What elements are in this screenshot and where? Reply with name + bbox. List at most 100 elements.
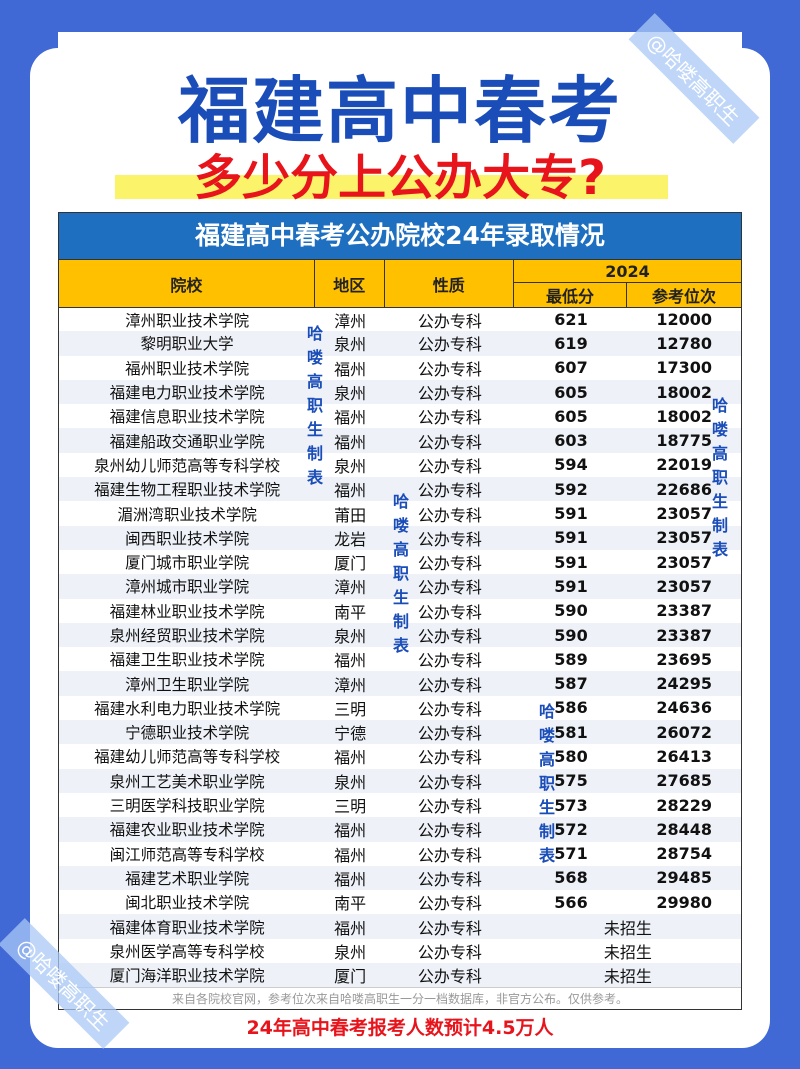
cell-not-enrolled: 未招生	[603, 942, 652, 962]
cell-region: 福州	[334, 408, 367, 428]
cell-rank: 24295	[656, 674, 713, 694]
cell-region: 龙岩	[334, 529, 367, 549]
cell-school: 漳州卫生职业学院	[125, 675, 250, 694]
cell-school: 福建船政交通职业学院	[109, 432, 265, 451]
cell-type: 公办专科	[417, 432, 482, 452]
cell-type: 公办专科	[417, 845, 482, 865]
table-row: 闽北职业技术学院 南平 公办专科 566 29980	[59, 890, 741, 914]
col-school: 院校	[59, 260, 315, 307]
cell-type: 公办专科	[417, 384, 482, 404]
cell-min-score: 591	[554, 504, 588, 524]
cell-rank: 12000	[656, 310, 713, 330]
cell-rank: 26072	[656, 722, 713, 742]
cell-rank: 18002	[656, 406, 713, 426]
cell-rank: 23695	[656, 649, 713, 669]
table-row: 福建生物工程职业技术学院 福州 公办专科 592 22686	[59, 477, 741, 502]
table-row: 泉州医学高等专科学校 泉州 公办专科 未招生	[59, 939, 741, 963]
cell-school: 闽西职业技术学院	[125, 529, 250, 548]
cell-school: 福建艺术职业学院	[125, 869, 250, 888]
table-row: 闽江师范高等专科学校 福州 公办专科 571 28754	[59, 842, 741, 866]
cell-school: 福建卫生职业技术学院	[109, 651, 265, 670]
col-year-group: 2024 最低分 参考位次	[514, 260, 742, 307]
cell-type: 公办专科	[417, 869, 482, 889]
table-row: 三明医学科技职业学院 三明 公办专科 573 28229	[59, 793, 741, 817]
table-row: 福建信息职业技术学院 福州 公办专科 605 18002	[59, 404, 741, 428]
table-row: 漳州职业技术学院 漳州 公办专科 621 12000	[59, 307, 741, 331]
cell-type: 公办专科	[417, 602, 482, 622]
cell-type: 公办专科	[417, 529, 482, 549]
cell-school: 泉州幼儿师范高等专科学校	[94, 456, 281, 475]
cell-type: 公办专科	[417, 748, 482, 768]
subtitle-highlight	[115, 175, 668, 199]
cell-min-score: 571	[554, 844, 588, 864]
cell-not-enrolled: 未招生	[603, 918, 652, 938]
cell-min-score: 587	[554, 674, 588, 694]
cell-min-score: 619	[554, 333, 588, 353]
cell-rank: 27685	[656, 771, 713, 791]
cell-min-score: 603	[554, 431, 588, 451]
cell-min-score: 605	[554, 406, 588, 426]
cell-school: 福建幼儿师范高等专科学校	[94, 748, 281, 767]
table-row: 福建水利电力职业技术学院 三明 公办专科 586 24636	[59, 696, 741, 720]
table-row: 厦门海洋职业技术学院 厦门 公办专科 未招生	[59, 963, 741, 988]
cell-rank: 17300	[656, 358, 713, 378]
col-region: 地区	[315, 260, 385, 307]
cell-type: 公办专科	[417, 918, 482, 938]
cell-type: 公办专科	[417, 967, 482, 987]
watermark-2: 哈喽高职生制表	[392, 492, 409, 655]
table-header: 院校 地区 性质 2024 最低分 参考位次	[59, 259, 742, 307]
cell-region: 福州	[334, 359, 367, 379]
col-type: 性质	[385, 260, 515, 307]
cell-min-score: 586	[554, 698, 588, 718]
cell-rank: 23057	[656, 576, 713, 596]
table-row: 泉州经贸职业技术学院 泉州 公办专科 590 23387	[59, 622, 741, 648]
watermark-4: 哈喽高职生制表	[711, 396, 728, 559]
cell-school: 三明医学科技职业学院	[109, 797, 265, 816]
cell-min-score: 605	[554, 382, 588, 402]
table-row: 福建卫生职业技术学院 福州 公办专科 589 23695	[59, 647, 741, 671]
cell-type: 公办专科	[417, 675, 482, 695]
cell-region: 泉州	[334, 627, 367, 646]
cell-min-score: 580	[554, 746, 588, 766]
cell-school: 厦门海洋职业技术学院	[109, 967, 265, 986]
cell-region: 泉州	[334, 942, 367, 962]
admission-table: 福建高中春考公办院校24年录取情况 院校 地区 性质 2024 最低分 参考位次…	[58, 212, 742, 1011]
cell-min-score: 590	[554, 601, 588, 621]
cell-rank: 23057	[656, 528, 713, 548]
cell-min-score: 573	[554, 795, 588, 815]
cell-school: 闽江师范高等专科学校	[109, 845, 265, 864]
cell-rank: 18775	[656, 431, 713, 451]
table-row: 漳州城市职业学院 漳州 公办专科 591 23057	[59, 574, 741, 599]
cell-min-score: 589	[554, 649, 588, 669]
cell-school: 漳州城市职业学院	[125, 578, 250, 597]
cell-min-score: 568	[554, 868, 588, 888]
cell-min-score: 575	[554, 771, 588, 791]
cell-type: 公办专科	[417, 797, 482, 817]
cell-rank: 23387	[656, 601, 713, 621]
cell-rank: 29485	[656, 868, 713, 888]
cell-type: 公办专科	[417, 894, 482, 914]
cell-school: 厦门城市职业学院	[125, 554, 250, 573]
cell-type: 公办专科	[417, 578, 482, 598]
cell-rank: 28448	[656, 819, 713, 839]
cell-type: 公办专科	[417, 554, 482, 574]
table-row: 福建船政交通职业学院 福州 公办专科 603 18775	[59, 428, 741, 453]
cell-school: 泉州医学高等专科学校	[109, 942, 265, 961]
cell-region: 漳州	[334, 311, 367, 331]
cell-region: 泉州	[334, 772, 367, 792]
table-row: 宁德职业技术学院 宁德 公办专科 581 26072	[59, 720, 741, 745]
cell-region: 福州	[334, 869, 367, 889]
cell-school: 福建体育职业技术学院	[109, 918, 265, 937]
cell-region: 泉州	[334, 384, 367, 404]
cell-region: 厦门	[334, 967, 367, 987]
col-rank: 参考位次	[652, 287, 717, 306]
table-row: 福建林业职业技术学院 南平 公办专科 590 23387	[59, 599, 741, 623]
cell-school: 福建生物工程职业技术学院	[94, 481, 281, 500]
cell-min-score: 591	[554, 528, 588, 548]
cell-region: 福州	[334, 918, 367, 938]
cell-type: 公办专科	[417, 456, 482, 476]
cell-min-score: 591	[554, 576, 588, 596]
cell-min-score: 591	[554, 552, 588, 572]
cell-school: 福建林业职业技术学院	[109, 602, 265, 621]
cell-region: 福州	[334, 748, 367, 768]
